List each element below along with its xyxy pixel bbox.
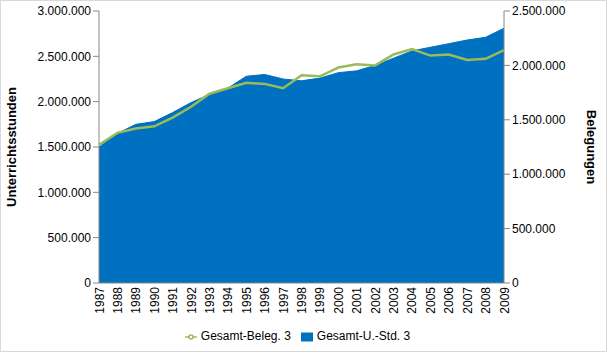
svg-text:1.500.000: 1.500.000 (38, 140, 92, 154)
html-text:Gesamt-U.-Std. 3: Gesamt-U.-Std. 3 (316, 329, 411, 343)
svg-text:1994: 1994 (221, 287, 235, 314)
svg-text:1992: 1992 (185, 287, 199, 314)
svg-text:1998: 1998 (295, 287, 309, 314)
svg-text:2007: 2007 (461, 287, 475, 314)
svg-text:Belegungen: Belegungen (584, 110, 599, 184)
svg-text:1996: 1996 (258, 287, 272, 314)
svg-text:2.000.000: 2.000.000 (38, 95, 92, 109)
svg-text:1990: 1990 (148, 287, 162, 314)
svg-text:2004: 2004 (405, 287, 419, 314)
svg-text:2000: 2000 (332, 287, 346, 314)
svg-text:Unterrichtsstunden: Unterrichtsstunden (8, 87, 19, 207)
svg-text:500.000: 500.000 (48, 231, 92, 245)
svg-text:1989: 1989 (129, 287, 143, 314)
svg-text:500.000: 500.000 (512, 222, 556, 236)
svg-text:1988: 1988 (111, 287, 125, 314)
html-text:Gesamt-Beleg. 3: Gesamt-Beleg. 3 (200, 329, 291, 343)
svg-text:2002: 2002 (369, 287, 383, 314)
svg-text:2008: 2008 (479, 287, 493, 314)
svg-text:1.000.000: 1.000.000 (38, 186, 92, 200)
svg-text:2.000.000: 2.000.000 (512, 59, 566, 73)
svg-text:1995: 1995 (240, 287, 254, 314)
svg-text:2.500.000: 2.500.000 (512, 4, 566, 18)
svg-text:2001: 2001 (350, 287, 364, 314)
svg-text:1991: 1991 (166, 287, 180, 314)
svg-text:2006: 2006 (442, 287, 456, 314)
svg-text:3.000.000: 3.000.000 (38, 4, 92, 18)
svg-text:1997: 1997 (277, 287, 291, 314)
svg-text:0: 0 (512, 276, 519, 290)
svg-text:2009: 2009 (498, 287, 512, 314)
svg-text:2003: 2003 (387, 287, 401, 314)
svg-text:1.000.000: 1.000.000 (512, 167, 566, 181)
svg-text:1.500.000: 1.500.000 (512, 113, 566, 127)
svg-text:1999: 1999 (313, 287, 327, 314)
svg-text:2.500.000: 2.500.000 (38, 50, 92, 64)
svg-text:0: 0 (84, 276, 91, 290)
svg-text:1987: 1987 (93, 287, 107, 314)
svg-text:2005: 2005 (424, 287, 438, 314)
svg-text:1993: 1993 (203, 287, 217, 314)
